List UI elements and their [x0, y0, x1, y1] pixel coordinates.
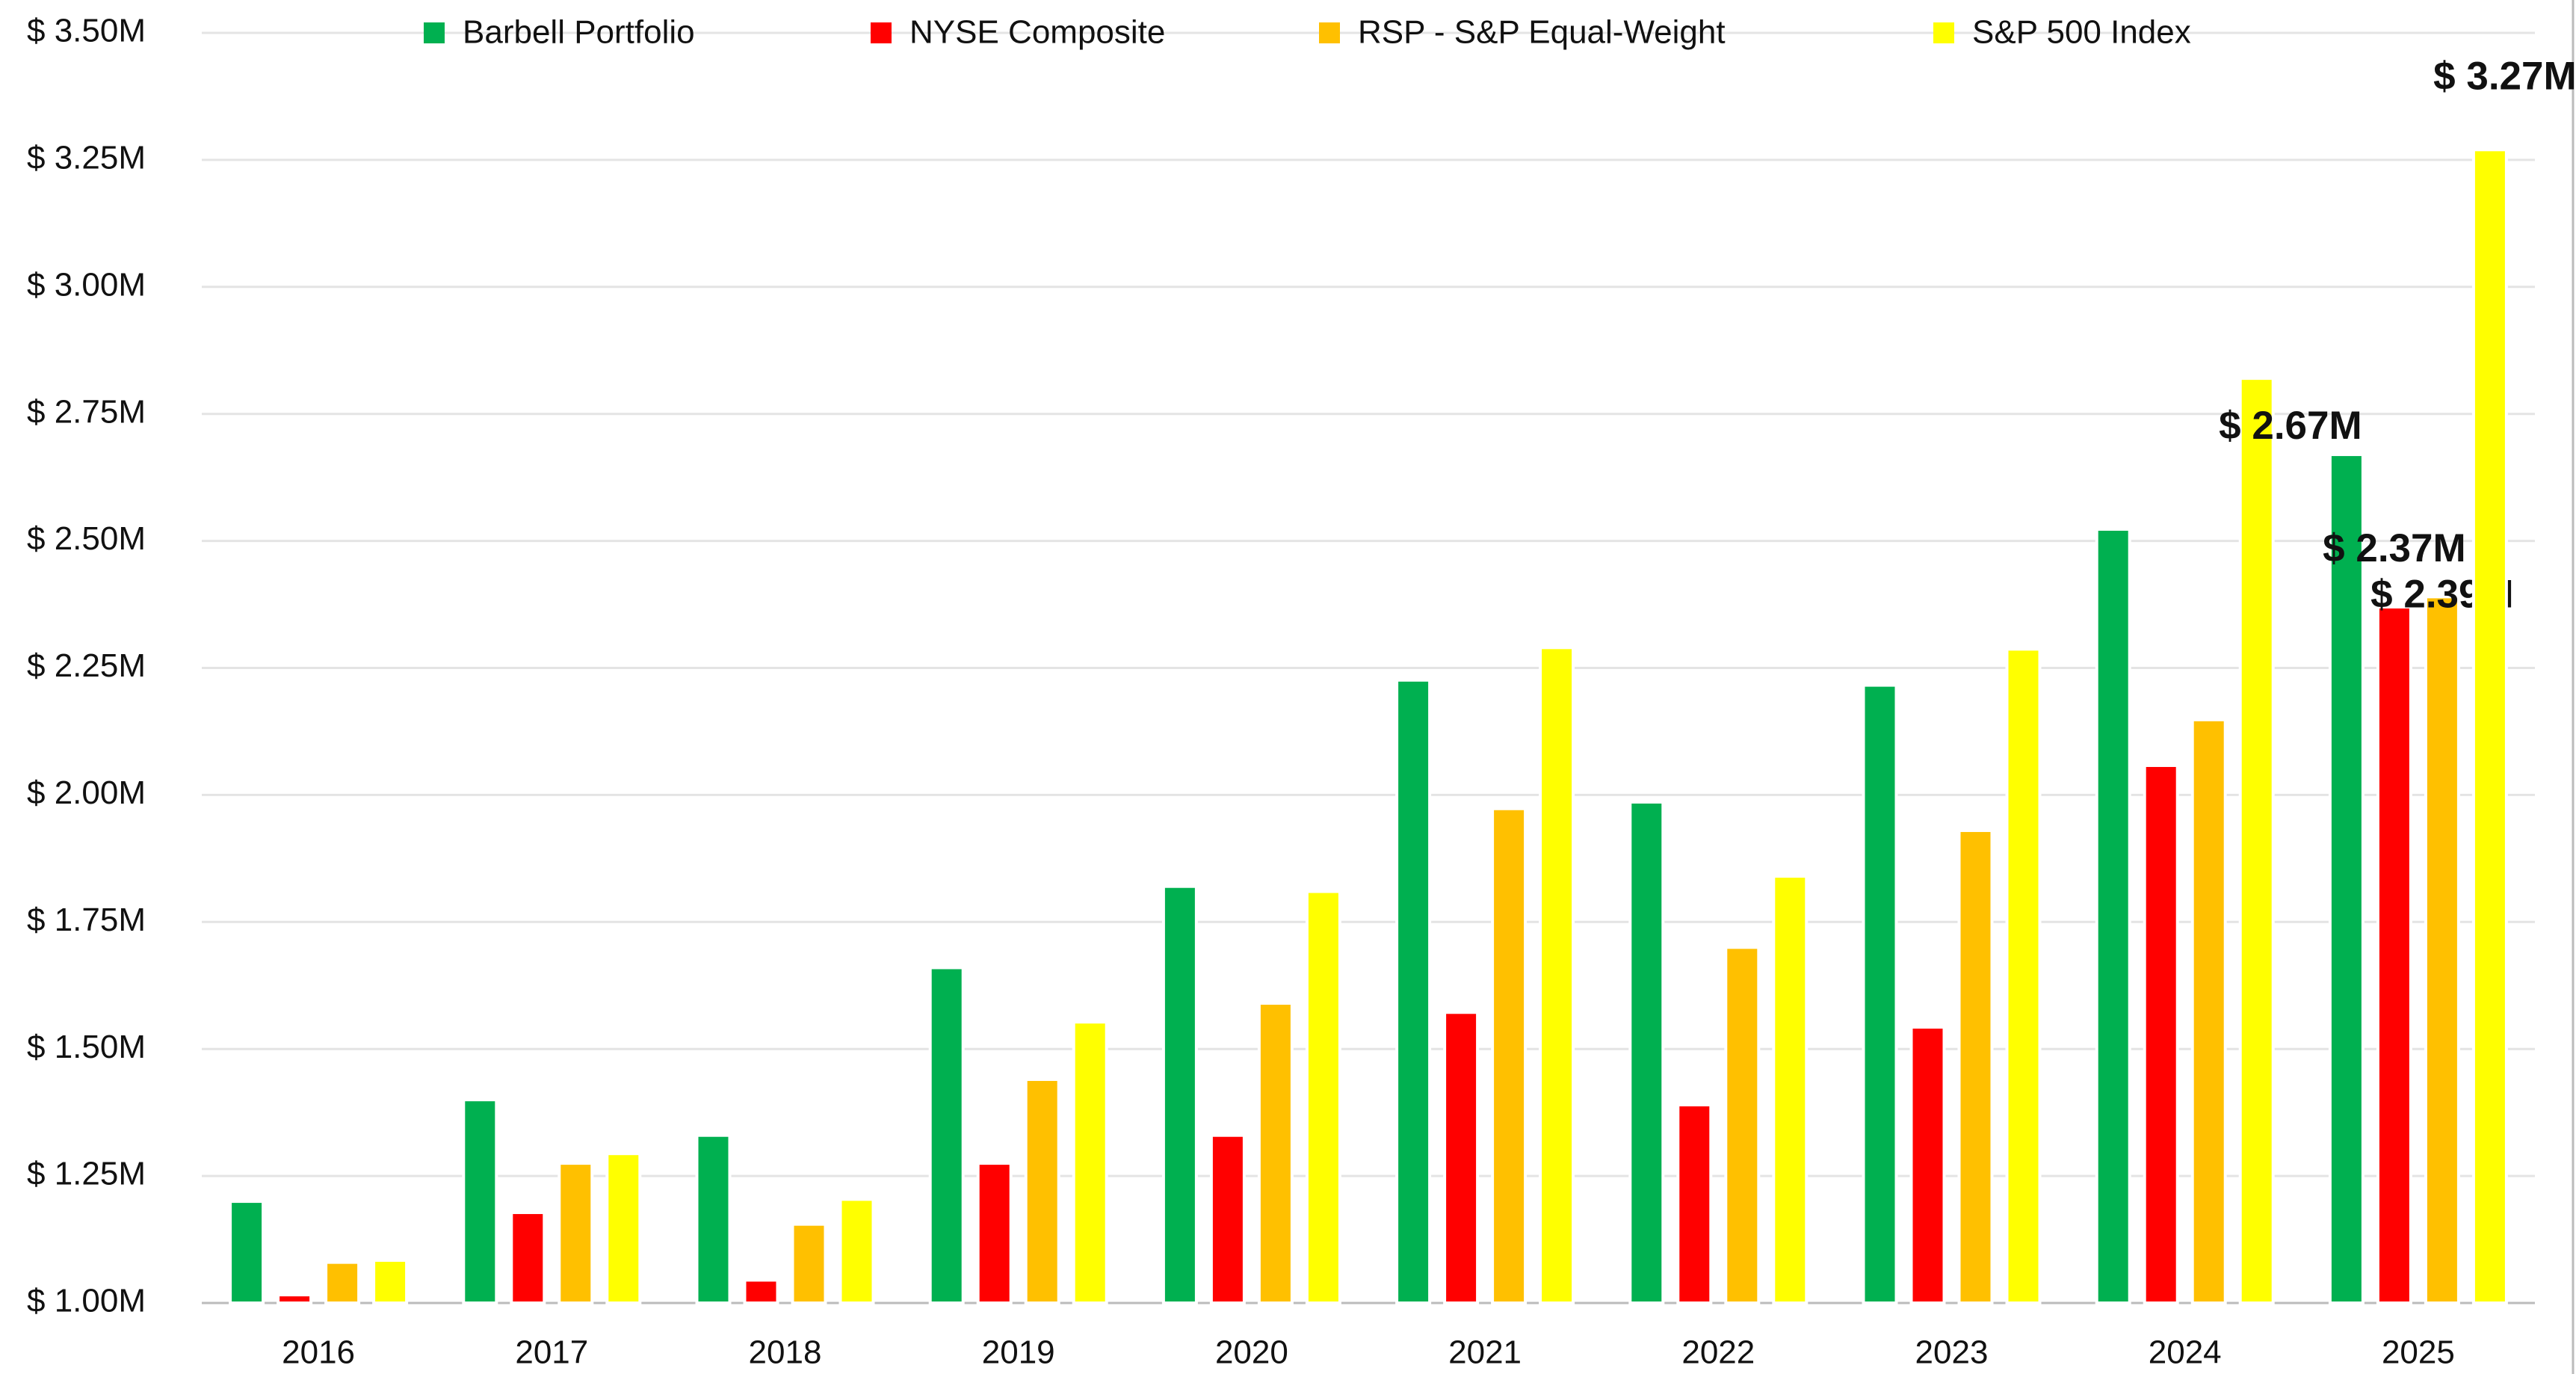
bar [1909, 1025, 1946, 1304]
legend-label: S&P 500 Index [1972, 14, 2191, 51]
y-tick-label: $ 1.75M [27, 902, 146, 938]
bar [1072, 1020, 1108, 1304]
bar [1862, 683, 1898, 1304]
bar [1628, 800, 1665, 1304]
bar [791, 1222, 827, 1304]
bar [1257, 1002, 1294, 1304]
y-tick-label: $ 1.50M [27, 1029, 146, 1065]
x-tick-label: 2021 [1448, 1334, 1522, 1371]
legend-swatch [1319, 22, 1340, 43]
bar [1957, 828, 1994, 1305]
x-tick-label: 2022 [1681, 1334, 1755, 1371]
x-tick-label: 2018 [749, 1334, 822, 1371]
bar [1772, 875, 1809, 1304]
bar [2005, 647, 2042, 1304]
x-tick-label: 2024 [2149, 1334, 2222, 1371]
bar [2238, 377, 2275, 1304]
y-tick-label: $ 2.00M [27, 774, 146, 811]
x-tick-label: 2020 [1215, 1334, 1288, 1371]
bar [1676, 1103, 1713, 1305]
bar [372, 1258, 409, 1304]
bar [2190, 718, 2227, 1304]
legend-swatch [1933, 22, 1954, 43]
data-label: $ 2.37M [2323, 526, 2466, 570]
bar [1305, 890, 1341, 1305]
y-tick-label: $ 1.00M [27, 1283, 146, 1319]
bar [838, 1198, 875, 1304]
bar [2471, 148, 2508, 1305]
bar [1724, 946, 1761, 1305]
x-tick-label: 2017 [515, 1334, 588, 1371]
bar [1209, 1133, 1246, 1305]
bar [928, 966, 965, 1304]
bar [605, 1152, 642, 1305]
bar [277, 1293, 313, 1304]
y-tick-label: $ 3.50M [27, 13, 146, 49]
bar [2328, 453, 2365, 1304]
bar [1161, 884, 1198, 1304]
y-tick-label: $ 3.25M [27, 140, 146, 176]
bar [2095, 527, 2131, 1304]
bar [743, 1278, 779, 1304]
x-tick-label: 2025 [2382, 1334, 2455, 1371]
x-tick-label: 2019 [982, 1334, 1055, 1371]
bar [510, 1211, 546, 1305]
y-tick-label: $ 2.25M [27, 647, 146, 684]
bar [695, 1133, 732, 1305]
legend-label: RSP - S&P Equal-Weight [1358, 14, 1726, 51]
y-tick-label: $ 2.50M [27, 520, 146, 557]
bar [976, 1162, 1013, 1304]
bar [462, 1098, 498, 1305]
bar [324, 1260, 361, 1304]
y-tick-label: $ 1.25M [27, 1156, 146, 1192]
legend-swatch [424, 22, 445, 43]
legend-label: Barbell Portfolio [463, 14, 695, 51]
bar [2376, 605, 2412, 1304]
bar [1024, 1077, 1060, 1304]
x-tick-label: 2016 [282, 1334, 355, 1371]
bar [1539, 646, 1575, 1304]
bar [1491, 807, 1528, 1304]
bar [229, 1200, 265, 1304]
y-tick-label: $ 2.75M [27, 393, 146, 430]
x-tick-label: 2023 [1915, 1334, 1989, 1371]
bar [1395, 678, 1432, 1304]
bar [2143, 763, 2179, 1304]
data-label: $ 3.27M [2433, 54, 2576, 98]
bar [2424, 595, 2460, 1304]
y-tick-label: $ 3.00M [27, 266, 146, 303]
data-label: $ 2.67M [2219, 404, 2362, 448]
legend-swatch [871, 22, 892, 43]
bar [557, 1162, 594, 1304]
bar [1443, 1011, 1480, 1304]
legend-label: NYSE Composite [909, 14, 1165, 51]
